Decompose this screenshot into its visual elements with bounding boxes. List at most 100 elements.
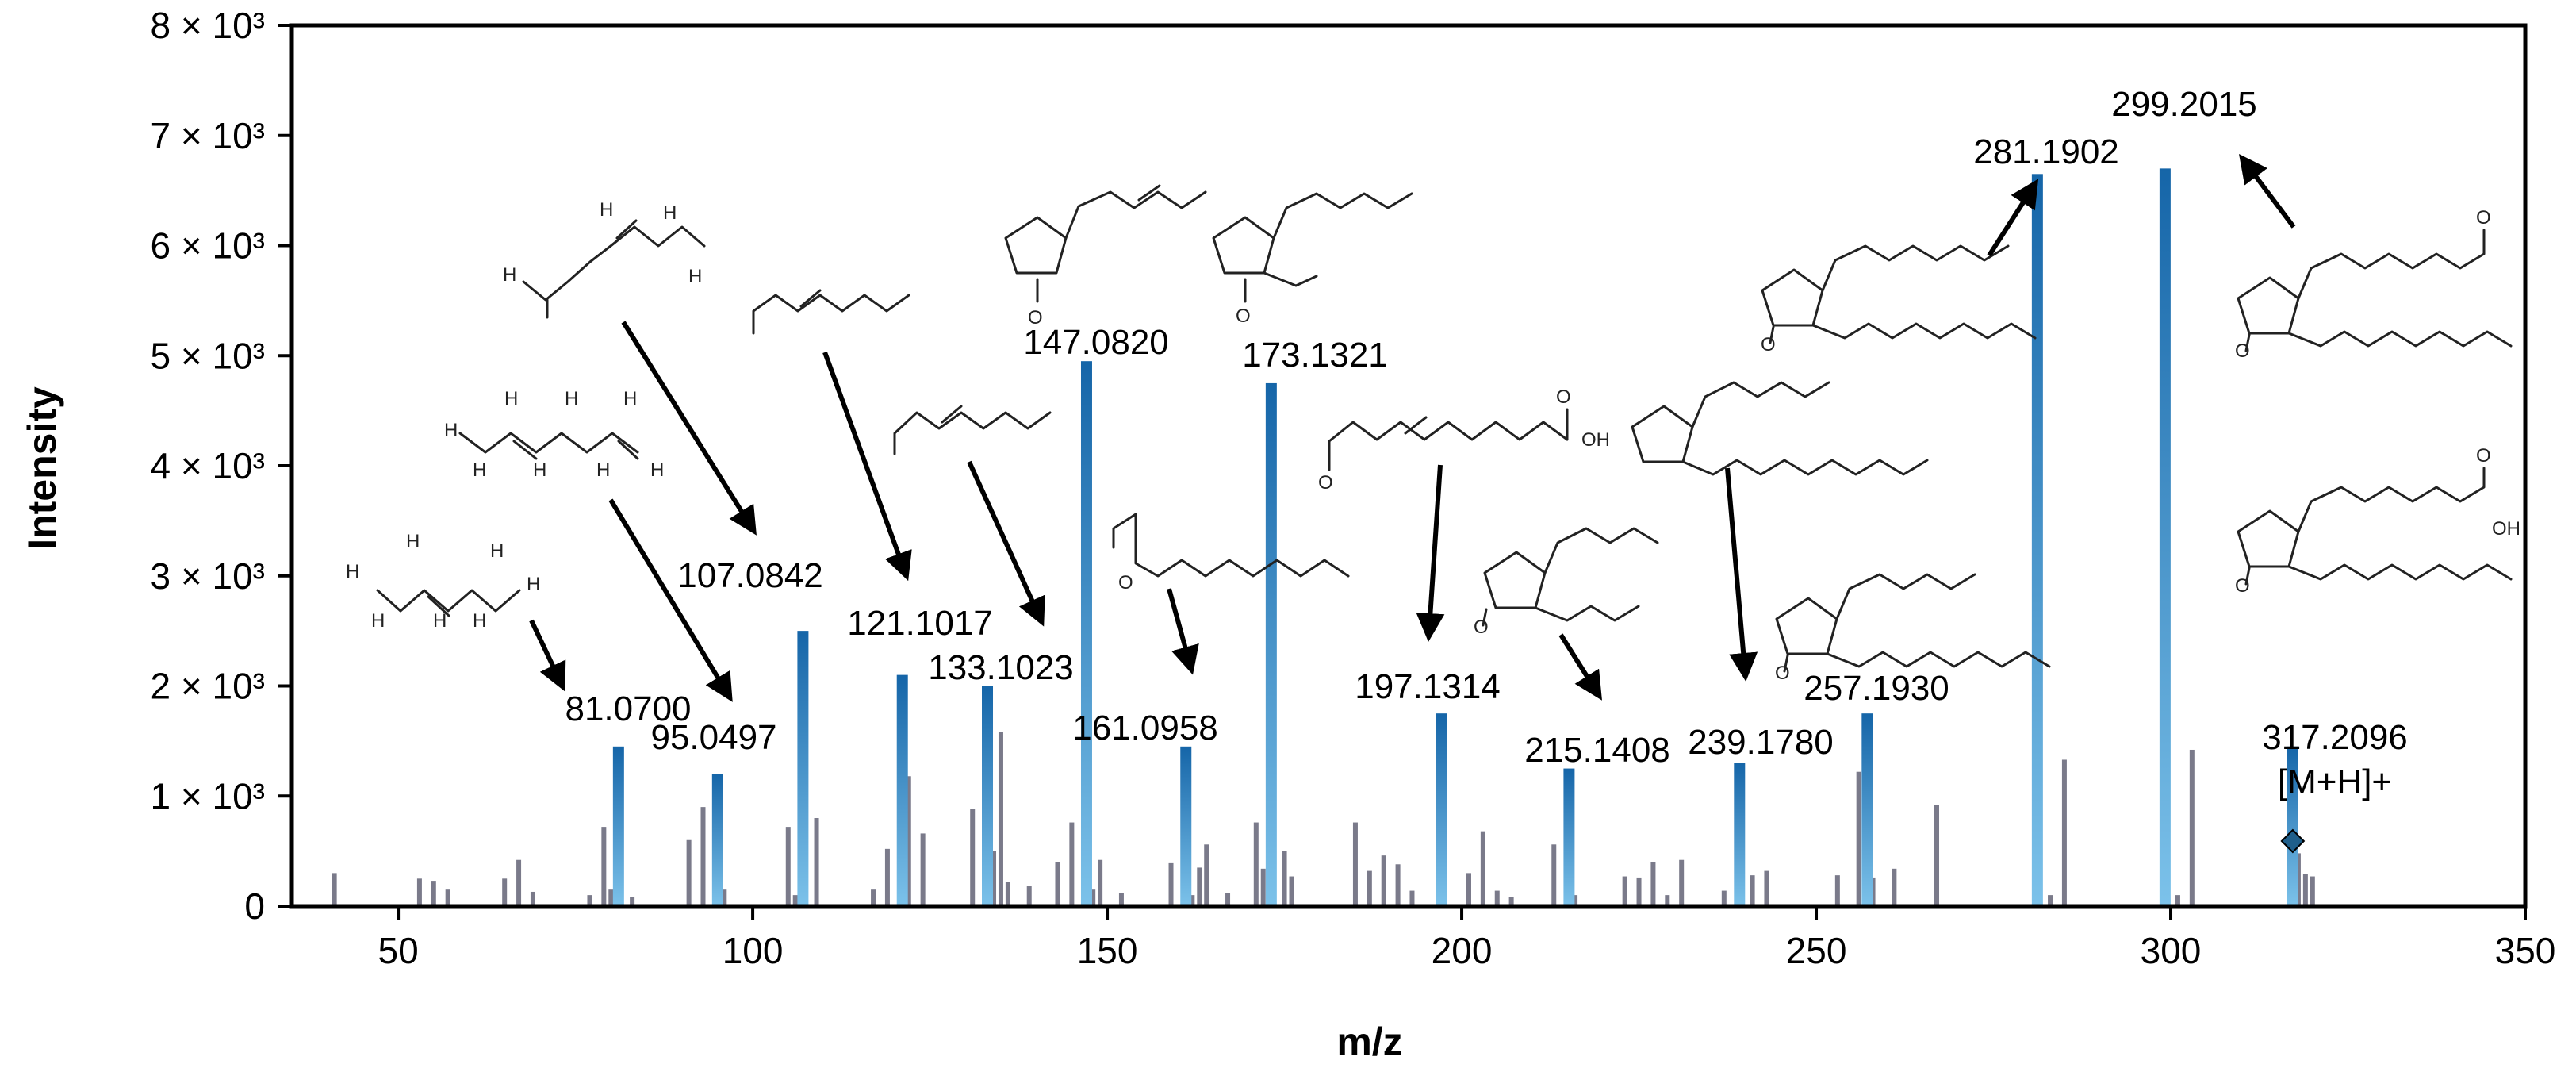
minor-peak-bar xyxy=(1856,771,1861,906)
peak-label: 107.0842 xyxy=(677,556,823,595)
arrow-299 xyxy=(2239,154,2296,229)
structure-fragment-215: O xyxy=(1474,527,1659,638)
minor-peak-bar xyxy=(1665,895,1670,906)
minor-peak-bar xyxy=(1204,844,1209,906)
peak-label: 281.1902 xyxy=(1973,133,2119,171)
minor-peak-bar xyxy=(1834,875,1840,906)
svg-text:H: H xyxy=(596,459,610,481)
x-tick-label: 150 xyxy=(1077,930,1138,971)
minor-peak-bar xyxy=(1764,870,1769,906)
svg-text:O: O xyxy=(1236,305,1251,327)
peak-bar xyxy=(711,774,723,906)
minor-peak-bar xyxy=(630,897,635,906)
minor-peak-bar xyxy=(608,889,614,906)
y-tick-label: 7 × 10³ xyxy=(151,115,266,156)
structure-fragment-95: H H H H H H H H xyxy=(444,388,664,481)
minor-peak-bar xyxy=(1721,890,1727,906)
peak-label: 173.1321 xyxy=(1242,336,1388,375)
minor-peak-bar xyxy=(1679,859,1685,906)
peak-label: 133.1023 xyxy=(928,648,1074,687)
minor-peak-bar xyxy=(722,889,727,906)
svg-text:H: H xyxy=(406,531,420,552)
y-tick-label: 3 × 10³ xyxy=(151,555,266,597)
svg-text:H: H xyxy=(371,610,385,632)
svg-text:O: O xyxy=(1318,472,1333,494)
svg-text:O: O xyxy=(2476,445,2491,467)
structure-fragment-197: O O OH xyxy=(1318,386,1610,494)
peak-label: 161.0958 xyxy=(1072,709,1218,747)
svg-text:H: H xyxy=(473,459,486,481)
y-tick-label: 4 × 10³ xyxy=(151,445,266,486)
structure-fragment-173: O xyxy=(1212,192,1413,327)
peak-bar xyxy=(2031,174,2043,906)
minor-peak-bar xyxy=(445,889,450,906)
minor-peak-bar xyxy=(2302,874,2308,906)
arrow-95 xyxy=(608,498,733,702)
x-tick-label: 350 xyxy=(2495,930,2556,971)
x-tick-label: 50 xyxy=(378,930,419,971)
minor-peak-bar xyxy=(1466,873,1471,906)
svg-text:O: O xyxy=(2235,340,2250,362)
minor-peak-bar xyxy=(1480,831,1485,906)
minor-peak-bar xyxy=(1260,868,1266,906)
svg-text:H: H xyxy=(663,202,677,224)
minor-peak-bar xyxy=(814,818,819,906)
minor-peak-bar xyxy=(1650,862,1656,906)
minor-peak-bar xyxy=(1190,895,1195,906)
structure-fragment-107: H H H H xyxy=(503,199,706,319)
peak-label: 147.0820 xyxy=(1023,323,1169,362)
peak-bar xyxy=(797,631,809,906)
structure-fragment-317: O O OH xyxy=(2235,445,2520,597)
peak-bar xyxy=(1861,713,1873,906)
minor-peak-bar xyxy=(587,895,592,906)
arrow-197 xyxy=(1416,464,1445,642)
svg-text:H: H xyxy=(490,540,504,562)
minor-peak-bar xyxy=(2295,853,2301,906)
y-tick-label: 0 xyxy=(244,886,265,927)
minor-peak-bar xyxy=(2189,749,2195,906)
minor-peak-bar xyxy=(1253,822,1259,906)
minor-peak-bar xyxy=(1381,855,1386,906)
minor-peak-bar xyxy=(998,732,1003,906)
minor-peak-bar xyxy=(1367,870,1372,906)
minor-peak-bar xyxy=(1005,882,1010,906)
minor-peak-bar xyxy=(884,848,890,906)
peak-label: 121.1017 xyxy=(847,604,993,643)
minor-peak-bar xyxy=(871,889,876,906)
minor-peak-bar xyxy=(431,881,436,906)
minor-peak-bar xyxy=(1225,893,1231,906)
minor-peak-bar xyxy=(1197,867,1202,906)
minor-peak-bar xyxy=(1870,877,1876,906)
minor-peak-bar xyxy=(516,859,522,906)
minor-peak-bar xyxy=(1282,851,1287,906)
minor-peak-bar xyxy=(686,839,692,906)
arrow-281 xyxy=(1987,179,2039,257)
peak-bar xyxy=(1265,382,1277,906)
svg-text:H: H xyxy=(346,561,359,582)
precursor-marker xyxy=(2280,828,2306,854)
minor-peak-bar xyxy=(1026,886,1032,906)
minor-peak-bar xyxy=(700,807,706,906)
y-axis-title: Intensity xyxy=(20,386,64,550)
minor-peak-bar xyxy=(785,827,791,906)
minor-peak-bar xyxy=(1551,844,1557,906)
peak-bar xyxy=(1180,746,1192,906)
structure-fragment-299: O O xyxy=(2235,207,2513,362)
svg-text:H: H xyxy=(565,388,578,409)
peak-label: 215.1408 xyxy=(1524,731,1670,770)
minor-peak-bar xyxy=(2175,895,2180,906)
svg-text:H: H xyxy=(504,388,518,409)
structure-fragment-281: O xyxy=(1761,244,2037,355)
minor-peak-bar xyxy=(1055,862,1060,906)
svg-text:O: O xyxy=(1556,386,1571,408)
fragment-structures: H H H H H H H H H H H H H H H H xyxy=(346,184,2520,684)
x-tick-label: 300 xyxy=(2141,930,2202,971)
svg-text:H: H xyxy=(433,610,447,632)
minor-peak-bar xyxy=(416,878,422,906)
fragment-arrows xyxy=(529,154,2296,702)
structure-fragment-81: H H H H H H H xyxy=(346,531,540,632)
minor-peak-bar xyxy=(1636,877,1642,906)
minor-peak-bar xyxy=(970,809,976,906)
arrow-239 xyxy=(1725,467,1758,682)
